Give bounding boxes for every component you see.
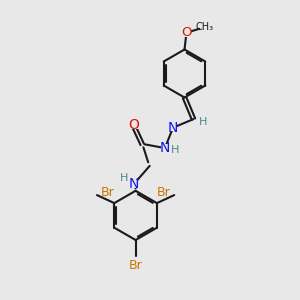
Text: N: N — [168, 121, 178, 134]
Text: N: N — [129, 177, 139, 191]
Bar — [169, 124, 177, 131]
Text: O: O — [128, 118, 139, 132]
Text: H: H — [199, 117, 207, 127]
Text: H: H — [119, 173, 128, 184]
Bar — [160, 144, 169, 152]
Bar — [130, 180, 138, 188]
Text: CH₃: CH₃ — [196, 22, 214, 32]
Text: H: H — [171, 145, 179, 155]
Text: Br: Br — [129, 259, 142, 272]
Bar — [182, 29, 190, 37]
Text: Br: Br — [157, 187, 170, 200]
Text: Br: Br — [101, 187, 115, 200]
Text: O: O — [181, 26, 191, 40]
Bar — [130, 121, 138, 129]
Text: N: N — [160, 141, 170, 155]
